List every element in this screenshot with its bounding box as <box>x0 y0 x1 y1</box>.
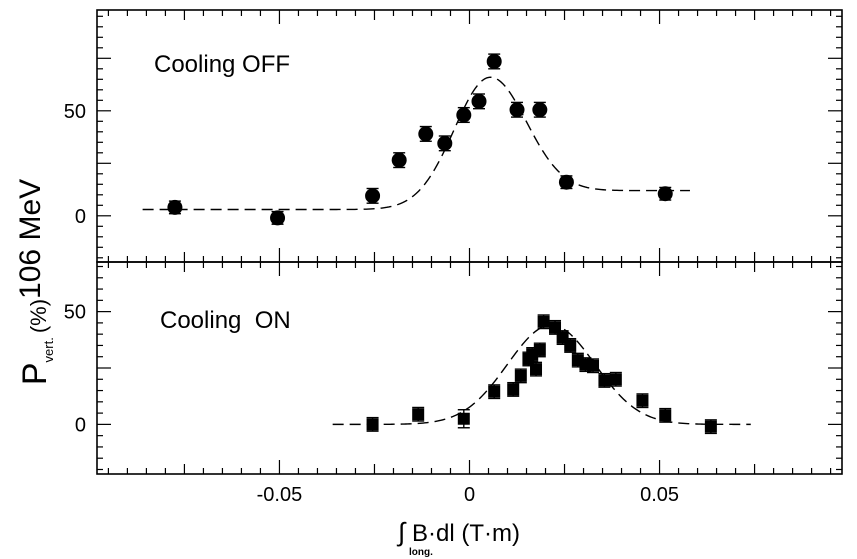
data-point <box>537 315 550 328</box>
data-point <box>457 412 470 425</box>
data-point <box>704 420 717 433</box>
data-point <box>167 199 183 215</box>
x-axis-label-subscript: long. <box>409 547 433 558</box>
top-panel-ticks <box>97 10 842 262</box>
y-tick-label: 0 <box>75 414 86 436</box>
y-tick-label: 0 <box>75 206 86 228</box>
x-axis-label-integral: ∫ <box>396 517 407 547</box>
data-point <box>488 385 501 398</box>
bottom-panel-frame <box>96 261 843 475</box>
data-point <box>365 188 381 204</box>
data-point <box>486 53 502 69</box>
data-point <box>533 343 546 356</box>
data-point <box>657 186 673 202</box>
data-point <box>587 359 600 372</box>
y-axis-label: Pvert. (%)106 MeV <box>14 179 56 385</box>
data-point <box>391 152 407 168</box>
x-axis-label: ∫ B·dl (T·m) long. <box>396 517 520 558</box>
bottom-data-points <box>366 314 717 435</box>
y-axis-label-subscript: vert. <box>41 337 56 362</box>
x-axis-label-body: B·dl (T·m) <box>412 520 520 547</box>
data-point <box>418 126 434 142</box>
bottom-panel-ticks <box>97 262 842 474</box>
fit-curve-path <box>142 76 690 211</box>
data-point <box>437 135 453 151</box>
svg-text:Pvert.(%)106 MeV: Pvert. (%)106 MeV <box>14 179 56 385</box>
y-tick-labels: 0 50 0 50 <box>64 101 86 437</box>
top-panel-frame <box>96 9 843 263</box>
x-tick-labels: -0.05 0 0.05 <box>257 484 679 506</box>
panel-label-cooling-off: Cooling OFF <box>154 51 290 78</box>
data-point <box>564 339 577 352</box>
y-axis-label-energy: 106 MeV <box>14 179 47 299</box>
data-point <box>366 418 379 431</box>
data-point <box>412 408 425 421</box>
data-point <box>514 369 527 382</box>
data-point <box>636 394 649 407</box>
x-tick-label: -0.05 <box>257 484 303 506</box>
panel-label-cooling-on: Cooling ON <box>160 307 291 334</box>
y-tick-label: 50 <box>64 101 86 123</box>
data-point <box>507 383 520 396</box>
data-point <box>659 409 672 422</box>
y-axis-label-main: P <box>16 362 54 385</box>
y-tick-label: 50 <box>64 302 86 324</box>
data-point <box>270 210 286 226</box>
x-tick-label: 0.05 <box>640 484 679 506</box>
x-tick-label: 0 <box>464 484 475 506</box>
top-fit-curve <box>142 76 690 211</box>
data-point <box>609 373 622 386</box>
top-data-points <box>167 53 673 226</box>
y-axis-label-middle: (%) <box>26 299 51 333</box>
data-point <box>456 107 472 123</box>
data-point <box>532 102 548 118</box>
data-point <box>471 93 487 109</box>
data-point <box>558 174 574 190</box>
data-point <box>598 374 611 387</box>
data-point <box>530 363 543 376</box>
data-point <box>509 102 525 118</box>
